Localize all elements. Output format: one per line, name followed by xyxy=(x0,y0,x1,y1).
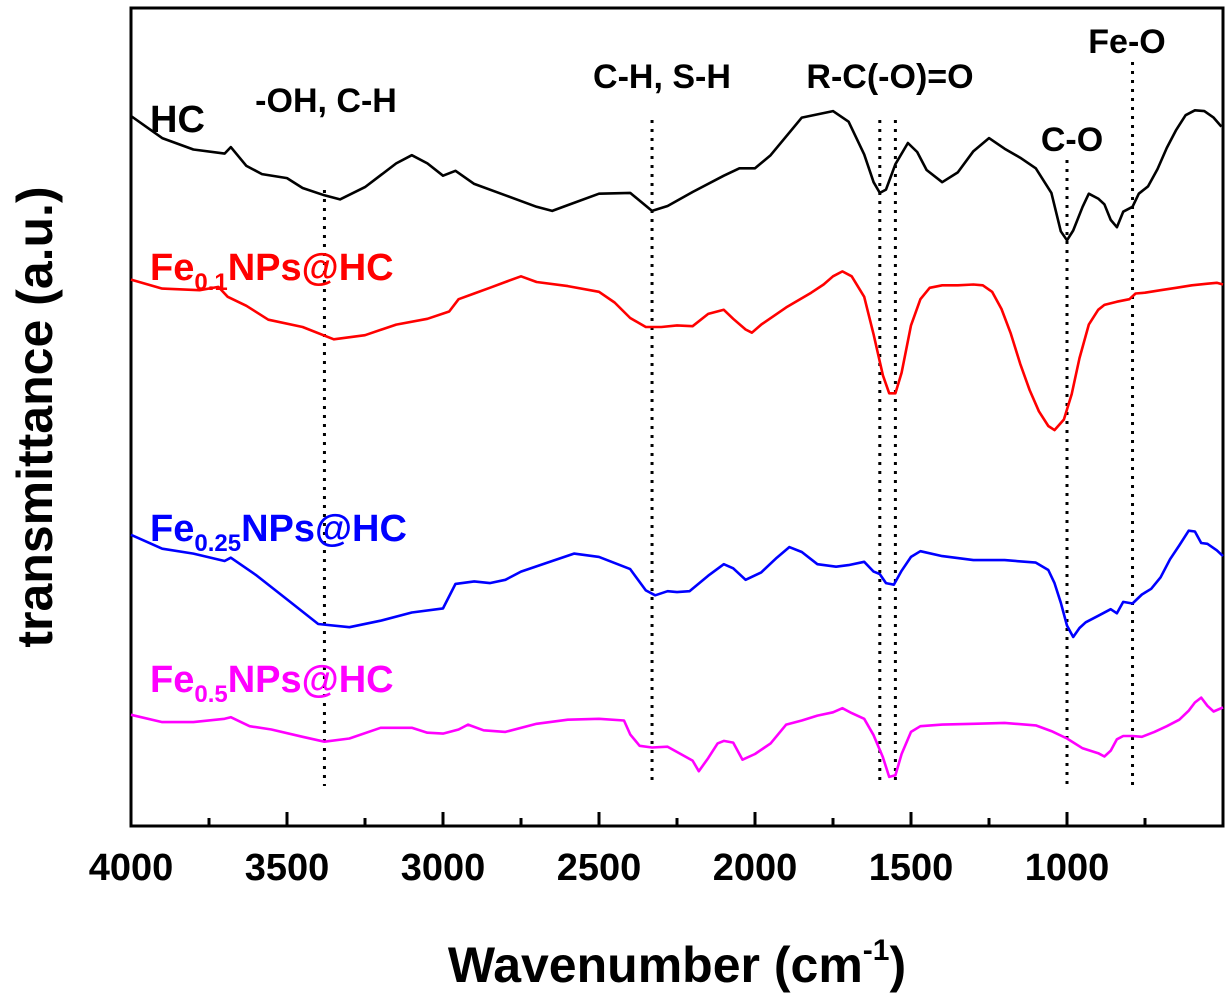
series-label-fe025-sub: 0.25 xyxy=(194,530,241,557)
series-label-fe01-main: Fe xyxy=(150,247,194,289)
x-tick-label-1000: 1000 xyxy=(1025,847,1110,889)
ref-label-feo: Fe-O xyxy=(1088,23,1165,61)
x-axis-title: Wavenumber (cm-1) xyxy=(448,934,906,993)
ref-label-carboxyl: R-C(-O)=O xyxy=(806,58,973,96)
x-tick-label-2000: 2000 xyxy=(713,847,798,889)
x-axis-ticks xyxy=(129,812,1225,826)
series-label-hc-main: HC xyxy=(150,99,205,141)
series-label-fe025-tail: NPs@HC xyxy=(241,508,407,550)
x-tick-label-4000: 4000 xyxy=(89,847,174,889)
series-label-fe05-sub: 0.5 xyxy=(194,681,227,708)
ref-label-oh-ch: -OH, C-H xyxy=(255,82,397,120)
series-line-fe0-1nps-hc xyxy=(130,270,1224,432)
x-axis-title-unit: (cm xyxy=(774,937,863,993)
series-label-fe05: Fe0.5NPs@HC xyxy=(150,659,394,708)
x-tick-label-2500: 2500 xyxy=(557,847,642,889)
series-group xyxy=(130,109,1224,779)
series-label-fe01: Fe0.1NPs@HC xyxy=(150,247,394,296)
series-label-hc: HC xyxy=(150,99,205,141)
x-tick-label-3000: 3000 xyxy=(401,847,486,889)
reference-labels: -OH, C-H C-H, S-H R-C(-O)=O C-O Fe-O xyxy=(255,23,1166,159)
ref-label-ch-sh: C-H, S-H xyxy=(593,58,731,96)
series-line-fe0-5nps-hc xyxy=(130,696,1224,779)
series-label-fe025: Fe0.25NPs@HC xyxy=(150,508,407,557)
reference-lines xyxy=(322,62,1135,786)
x-axis-tick-labels: 4000 3500 3000 2500 2000 1500 1000 xyxy=(89,847,1110,889)
y-axis-title: transmittance (a.u.) xyxy=(7,186,63,647)
x-tick-label-3500: 3500 xyxy=(245,847,330,889)
x-axis-title-main: Wavenumber xyxy=(448,937,760,993)
x-tick-label-1500: 1500 xyxy=(869,847,954,889)
ref-label-co: C-O xyxy=(1041,121,1103,159)
series-line-fe0-25nps-hc xyxy=(130,529,1224,639)
series-label-fe05-main: Fe xyxy=(150,659,194,701)
x-axis-title-unit-close: ) xyxy=(889,937,906,993)
series-label-fe025-main: Fe xyxy=(150,508,194,550)
x-axis-title-unit-sup: -1 xyxy=(863,934,890,967)
series-label-fe01-sub: 0.1 xyxy=(194,269,227,296)
series-line-hc xyxy=(130,109,1223,242)
series-label-fe01-tail: NPs@HC xyxy=(228,247,394,289)
series-label-fe05-tail: NPs@HC xyxy=(228,659,394,701)
